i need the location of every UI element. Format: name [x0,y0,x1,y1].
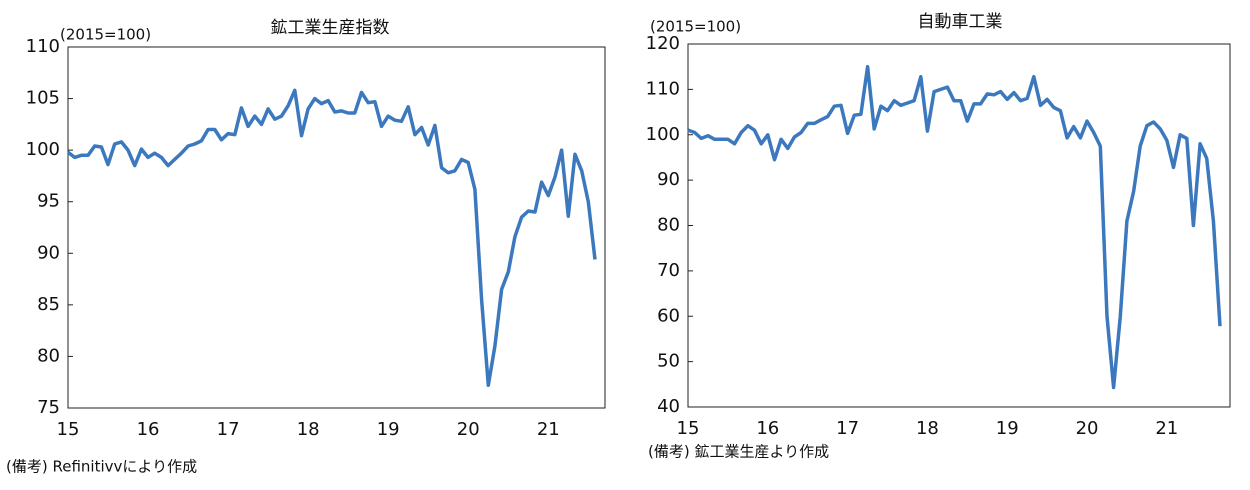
x-tick-label: 19 [377,419,400,440]
y-tick-label: 95 [37,191,60,212]
x-tick-label: 20 [1076,418,1099,439]
x-tick-label: 20 [457,419,480,440]
x-tick-label: 15 [677,418,700,439]
note: (備考) Refinitivvにより作成 [6,458,197,476]
unit-label: (2015=100) [60,26,151,44]
x-tick-label: 16 [137,419,160,440]
y-tick-label: 120 [646,33,680,54]
data-line [66,88,597,388]
y-tick-label: 60 [657,305,680,326]
y-tick-label: 50 [657,351,680,372]
y-tick-label: 90 [37,242,60,263]
chart-title: 自動車工業 [918,12,1003,32]
y-tick-label: 80 [37,345,60,366]
y-tick-label: 85 [37,294,60,315]
y-tick-label: 70 [657,260,680,281]
x-tick-label: 18 [916,418,939,439]
x-tick-label: 17 [217,419,240,440]
x-tick-label: 21 [537,419,560,440]
chart-title: 鉱工業生産指数 [271,18,390,38]
x-tick-label: 15 [57,419,80,440]
y-tick-label: 90 [657,169,680,190]
y-tick-label: 80 [657,215,680,236]
y-tick-label: 100 [646,124,680,145]
plot-frame [67,46,606,409]
plot-frame [687,43,1231,408]
y-tick-label: 110 [26,36,60,57]
y-tick-label: 75 [37,397,60,418]
x-tick-label: 18 [297,419,320,440]
x-tick-label: 21 [1155,418,1178,439]
x-tick-label: 16 [756,418,779,439]
note: (備考) 鉱工業生産より作成 [648,443,829,461]
y-tick-label: 40 [657,396,680,417]
y-tick-label: 105 [26,88,60,109]
y-tick-label: 100 [26,139,60,160]
data-line [687,64,1222,390]
x-tick-label: 19 [996,418,1019,439]
unit-label: (2015=100) [650,18,741,36]
y-tick-label: 110 [646,78,680,99]
x-tick-label: 17 [836,418,859,439]
